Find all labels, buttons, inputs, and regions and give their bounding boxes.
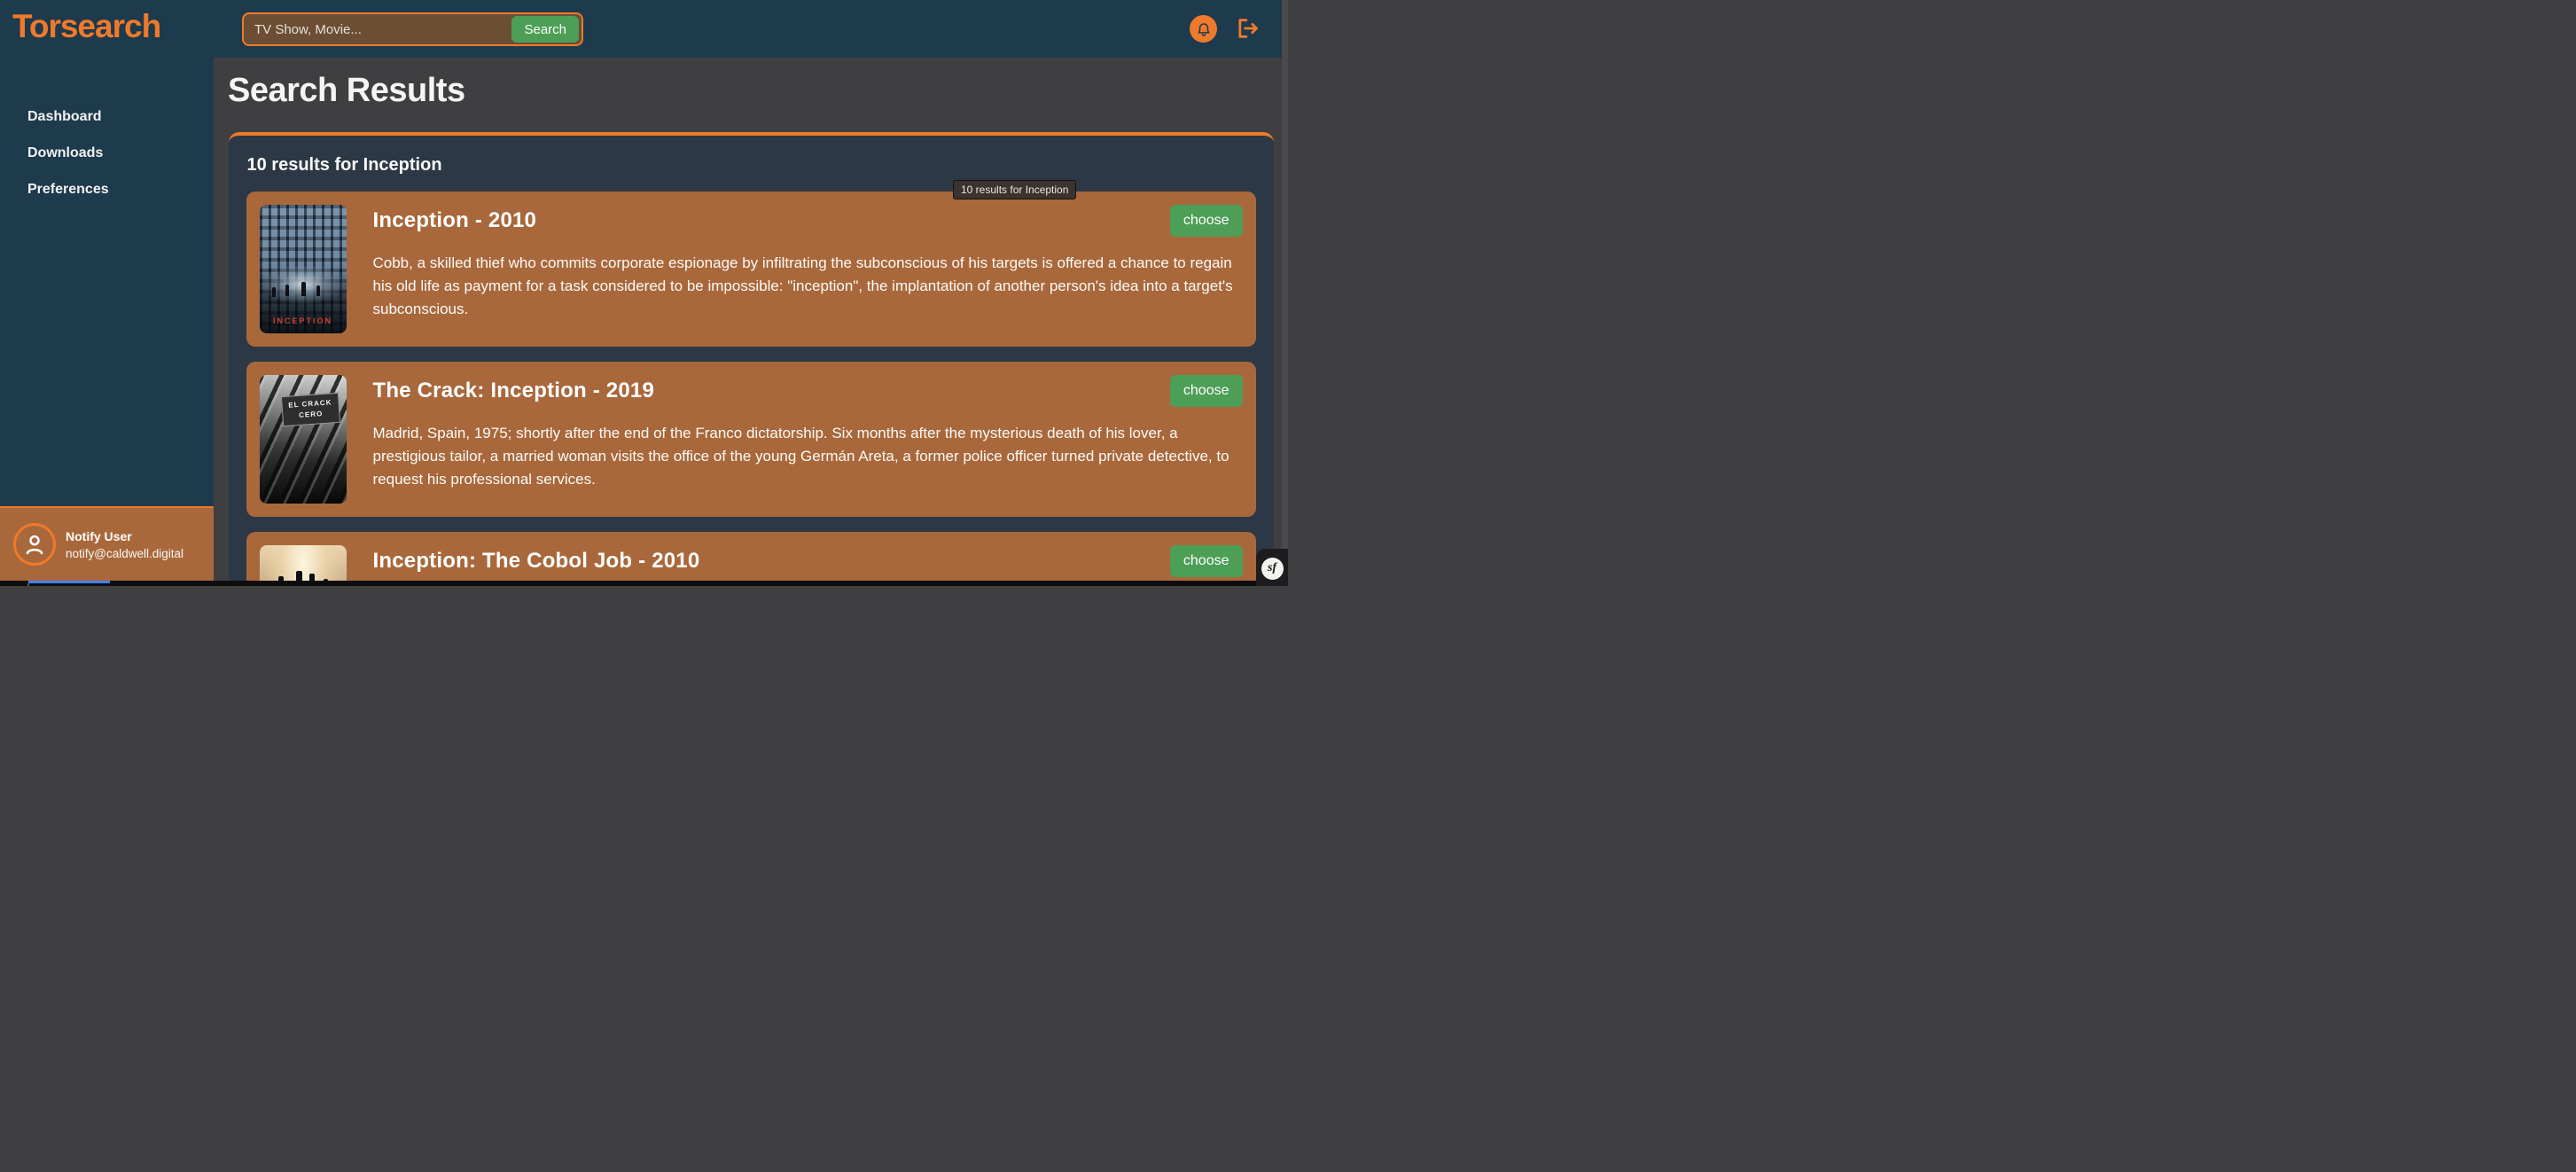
search-button[interactable]: Search xyxy=(511,16,579,43)
poster-art xyxy=(309,573,316,581)
progress-tick xyxy=(27,583,29,586)
poster-title-text: INCEPTION xyxy=(272,316,332,325)
symfony-toolbar-toggle[interactable]: sf xyxy=(1256,549,1288,586)
poster-art xyxy=(295,571,302,581)
main-content: Search Results 10 results for Inception … xyxy=(214,58,1288,586)
poster-art xyxy=(278,575,285,581)
poster-thumbnail xyxy=(259,545,347,581)
results-count: 10 results for Inception xyxy=(246,155,442,175)
result-description: Cobb, a skilled thief who commits corpor… xyxy=(372,254,1233,317)
poster-art xyxy=(285,284,289,296)
poster-art xyxy=(324,578,329,581)
notifications-button[interactable] xyxy=(1190,15,1217,43)
poster-thumbnail: INCEPTION xyxy=(259,205,347,333)
result-title: Inception: The Cobol Job - 2010 xyxy=(372,549,700,573)
results-panel: 10 results for Inception INCEPTION Incep… xyxy=(228,132,1274,581)
app-logo[interactable]: Torsearch xyxy=(12,8,161,44)
avatar xyxy=(13,523,56,566)
logout-icon xyxy=(1235,16,1260,41)
search-form: Search xyxy=(242,12,583,46)
poster-thumbnail: EL CRACK CERO xyxy=(259,375,347,504)
sidebar-item-dashboard[interactable]: Dashboard xyxy=(27,109,102,124)
page-title: Search Results xyxy=(228,72,465,109)
result-card: INCEPTION Inception - 2010 Cobb, a skill… xyxy=(246,191,1256,347)
choose-button[interactable]: choose xyxy=(1169,375,1243,407)
sidebar-item-preferences[interactable]: Preferences xyxy=(27,182,109,197)
search-input[interactable] xyxy=(244,14,512,44)
top-bar xyxy=(0,0,1288,58)
poster-art xyxy=(316,285,321,297)
user-name: Notify User xyxy=(66,528,132,543)
sidebar-item-downloads[interactable]: Downloads xyxy=(27,145,104,160)
user-panel: Notify User notify@caldwell.digital xyxy=(0,506,214,581)
choose-button[interactable]: choose xyxy=(1169,205,1243,237)
sidebar-nav: Dashboard Downloads Preferences xyxy=(0,108,214,217)
user-email: notify@caldwell.digital xyxy=(66,546,184,560)
logout-button[interactable] xyxy=(1235,16,1260,41)
bottom-debug-bar xyxy=(0,581,1288,586)
progress-bar xyxy=(28,581,110,583)
result-title: The Crack: Inception - 2019 xyxy=(372,379,654,402)
result-title: Inception - 2010 xyxy=(372,208,537,232)
poster-art xyxy=(301,282,306,296)
choose-button[interactable]: choose xyxy=(1169,545,1243,577)
result-card: Inception: The Cobol Job - 2010 choose xyxy=(246,532,1256,581)
user-info: Notify User notify@caldwell.digital xyxy=(66,529,183,560)
poster-art xyxy=(272,286,277,297)
sidebar xyxy=(0,0,214,586)
poster-title-text: EL CRACK CERO xyxy=(280,392,340,426)
tooltip: 10 results for Inception xyxy=(953,180,1077,199)
result-description: Madrid, Spain, 1975; shortly after the e… xyxy=(372,425,1229,488)
user-icon xyxy=(21,531,48,558)
bell-icon xyxy=(1196,21,1212,37)
scrollbar[interactable] xyxy=(1282,0,1288,581)
symfony-icon: sf xyxy=(1261,557,1284,580)
result-card: EL CRACK CERO The Crack: Inception - 201… xyxy=(246,362,1256,517)
